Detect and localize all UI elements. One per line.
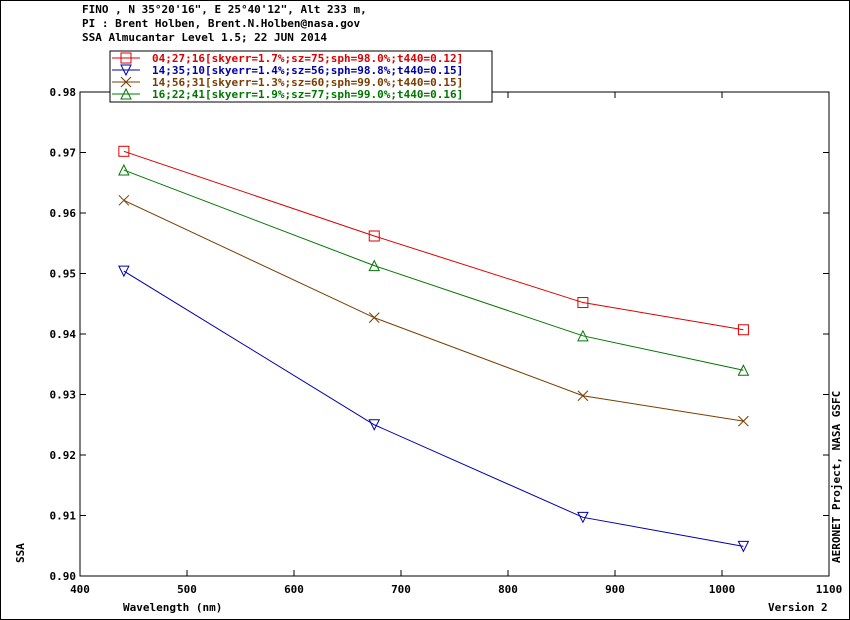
legend-label: 14;35;10[skyerr=1.4%;sz=56;sph=98.8%;t44… — [152, 64, 463, 77]
x-tick-label: 900 — [605, 583, 625, 596]
square-marker — [368, 230, 380, 242]
y-tick-label: 0.94 — [50, 328, 77, 341]
series-line — [123, 199, 744, 422]
triangle-up-marker — [577, 329, 589, 342]
plot-area — [79, 91, 830, 577]
aeronet-side-label: AERONET Project, NASA GSFC — [830, 391, 843, 563]
series-line — [123, 150, 744, 331]
x-marker — [120, 76, 132, 88]
triangle-up-marker — [368, 259, 381, 272]
triangle-up-marker — [118, 163, 130, 176]
series-1 — [118, 145, 749, 336]
triangle-down-marker — [118, 265, 130, 278]
header-product-line: SSA Almucantar Level 1.5; 22 JUN 2014 — [82, 31, 328, 44]
x-tick-label: 500 — [177, 583, 197, 596]
y-tick-label: 0.91 — [50, 510, 77, 523]
triangle-up-marker — [737, 364, 750, 376]
legend-label: 14;56;31[skyerr=1.3%;sz=60;sph=99.0%;t44… — [152, 76, 463, 89]
legend-entry: 04;27;16[skyerr=1.7%;sz=75;sph=98.0%;t44… — [112, 52, 463, 65]
x-tick-label: 600 — [284, 583, 304, 596]
x-marker — [368, 312, 380, 324]
x-marker — [738, 415, 749, 427]
triangle-up-marker — [120, 87, 132, 100]
y-tick-label: 0.96 — [50, 207, 77, 220]
x-tick-label: 700 — [391, 583, 411, 596]
x-tick-label: 1100 — [816, 583, 843, 596]
header-pi-line: PI : Brent Holben, Brent.N.Holben@nasa.g… — [82, 17, 361, 30]
series-3 — [118, 194, 749, 427]
triangle-down-marker — [368, 419, 381, 431]
x-marker — [577, 390, 589, 402]
y-tick-label: 0.92 — [50, 449, 77, 462]
y-tick-label: 0.90 — [50, 570, 77, 583]
legend-entry: 16;22;41[skyerr=1.9%;sz=77;sph=99.0%;t44… — [112, 87, 463, 101]
version-label: Version 2 — [768, 601, 828, 614]
y-tick-label: 0.98 — [50, 86, 77, 99]
legend-entry: 14;56;31[skyerr=1.3%;sz=60;sph=99.0%;t44… — [112, 76, 463, 89]
x-marker — [118, 194, 130, 206]
legend-label: 16;22;41[skyerr=1.9%;sz=77;sph=99.0%;t44… — [152, 88, 463, 101]
y-tick-label: 0.97 — [50, 147, 77, 160]
y-tick-label: 0.93 — [50, 389, 77, 402]
triangle-down-marker — [120, 64, 132, 77]
header-site-line: FINO , N 35°20'16", E 25°40'12", Alt 233… — [82, 3, 367, 16]
square-marker — [577, 297, 589, 309]
legend-entry: 14;35;10[skyerr=1.4%;sz=56;sph=98.8%;t44… — [112, 64, 463, 77]
series-line — [123, 270, 744, 547]
y-axis-label: SSA — [14, 543, 27, 563]
series-4 — [118, 163, 750, 376]
y-tick-label: 0.95 — [50, 268, 77, 281]
legend-box — [109, 50, 493, 103]
series-2 — [118, 265, 750, 553]
legend-label: 04;27;16[skyerr=1.7%;sz=75;sph=98.0%;t44… — [152, 52, 463, 65]
square-marker — [737, 324, 749, 336]
square-marker — [118, 145, 130, 157]
triangle-down-marker — [737, 540, 750, 553]
square-marker — [120, 52, 132, 64]
triangle-down-marker — [577, 511, 589, 524]
x-tick-label: 1000 — [709, 583, 736, 596]
x-tick-label: 400 — [70, 583, 90, 596]
series-line — [123, 169, 744, 371]
x-tick-label: 800 — [498, 583, 518, 596]
x-axis-label: Wavelength (nm) — [123, 601, 222, 614]
